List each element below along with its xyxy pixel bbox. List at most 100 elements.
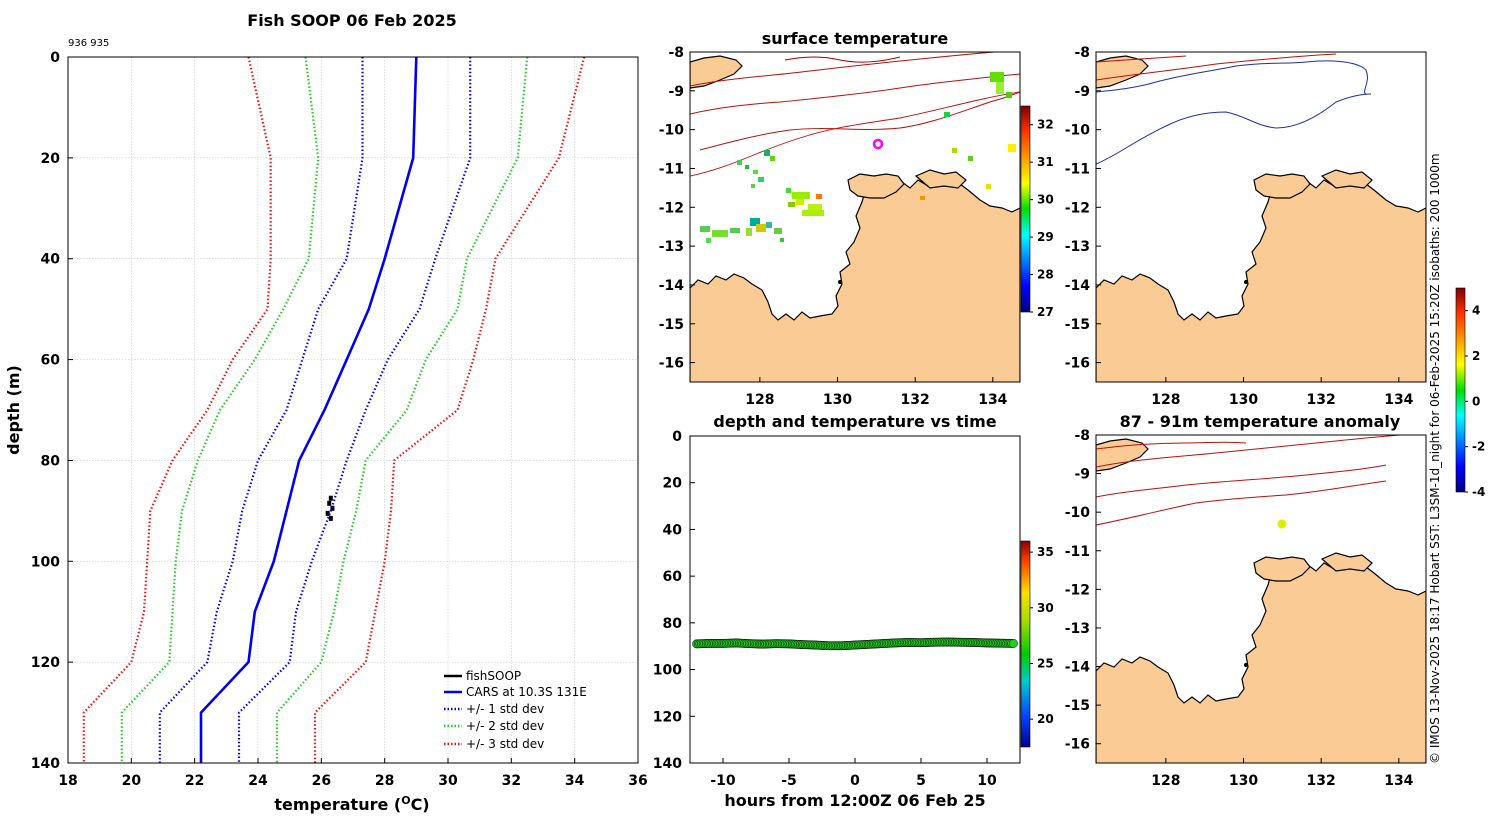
colorbar-tick-label: 28	[1037, 268, 1054, 282]
ts-xtick-label: -5	[781, 773, 797, 789]
ts-xtick-label: -10	[710, 773, 736, 789]
map-d-isobaths	[1096, 435, 1406, 526]
map-ytick-label: -15	[1065, 698, 1090, 714]
colorbar-tick-label: 20	[1037, 712, 1054, 726]
profile-xtick-label: 24	[248, 773, 268, 789]
map-a-colorbar-bar	[1021, 106, 1030, 312]
map-ytick-label: -15	[659, 317, 684, 333]
map-d-title: 87 - 91m temperature anomaly	[1120, 412, 1401, 431]
profile-fishsoop-point	[328, 495, 333, 501]
map-b-colorbar-ticks: -4 -2 0 2 4	[1455, 287, 1485, 499]
profile-ytick-label: 0	[50, 50, 60, 66]
profile-axes-frame	[67, 56, 639, 764]
map-a-title: surface temperature	[762, 29, 949, 48]
ts-xtick-label: 0	[850, 773, 860, 789]
profile-xtick-label: 20	[122, 773, 142, 789]
profile-fishsoop-point	[330, 505, 335, 511]
profile-ytick-label: 40	[41, 252, 61, 268]
profile-series-line-3	[158, 57, 364, 763]
map-a-content	[690, 52, 1020, 382]
profile-xtick-label: 36	[628, 773, 647, 789]
map-xtick-label: 132	[1307, 773, 1336, 789]
map-ytick-label: -9	[1074, 467, 1090, 483]
ts-ytick-label: 100	[653, 663, 682, 679]
legend-label-std2: +/- 2 std dev	[466, 719, 544, 733]
colorbar-tick-label: 25	[1037, 656, 1054, 670]
colorbar-frame	[1020, 540, 1031, 748]
profile-ytick-label: 60	[41, 353, 61, 369]
map-b-isobaths	[1096, 53, 1372, 165]
map-ytick-label: -16	[659, 356, 684, 372]
map-d-content	[1096, 435, 1426, 763]
profile-ticks: 18 20 22 24 26 28 30 32 34 36 0 20 40 60 80 100 120 140	[31, 50, 648, 789]
time-series-colorbar-ticks: 20 25 30 35	[1020, 540, 1054, 748]
map-a-position-marker	[872, 138, 884, 150]
colorbar-tick-label: 2	[1472, 349, 1480, 363]
ts-xtick-label: 5	[916, 773, 926, 789]
map-xtick-label: 132	[901, 392, 930, 408]
map-b-colorbar: -4 -2 0 2 4	[1455, 287, 1485, 499]
map-b-colorbar-bar	[1456, 288, 1465, 492]
map-xtick-label: 130	[1229, 773, 1258, 789]
colorbar-tick-label: 29	[1037, 230, 1054, 244]
map-ytick-label: -15	[1065, 317, 1090, 333]
colorbar-tick-label: -4	[1472, 485, 1485, 499]
map-b-content	[1096, 53, 1426, 382]
map-xtick-label: 130	[823, 392, 852, 408]
profile-title: Fish SOOP 06 Feb 2025	[247, 11, 456, 30]
ts-ytick-label: 0	[672, 429, 682, 445]
colorbar-tick-label: 35	[1037, 545, 1054, 559]
time-series-points	[692, 637, 1018, 651]
map-isobaths: -8 -9 -10 -11 -12 -13 -14 -15 -16 128 130 132 134 -4…	[1065, 45, 1486, 499]
legend-item-std2: +/- 2 std dev	[444, 719, 544, 733]
time-series-plot: depth and temperature vs time -10 -5 0 5 100…	[653, 412, 1054, 810]
map-ytick-label: -11	[659, 161, 684, 177]
map-ytick-label: -10	[1065, 505, 1091, 521]
map-ytick-label: -12	[1065, 200, 1090, 216]
map-b-frame	[1095, 51, 1427, 383]
profile-legend: fishSOOP CARS at 10.3S 131E +/- 1 std de…	[444, 669, 587, 751]
map-ytick-label: -16	[1065, 737, 1090, 753]
ts-ytick-label: 140	[653, 756, 682, 772]
map-d-position-marker	[1277, 519, 1287, 529]
profile-series-line-6	[313, 56, 586, 763]
map-temperature-anomaly: 87 - 91m temperature anomaly -8-9-10-11-…	[1065, 412, 1427, 789]
profile-id-label: 936 935	[68, 38, 109, 49]
map-xtick-label: 132	[1307, 392, 1336, 408]
map-ytick-label: -16	[1065, 356, 1090, 372]
map-ytick-label: -14	[659, 278, 685, 294]
profile-xtick-label: 34	[565, 773, 585, 789]
colorbar-tick-label: -2	[1472, 440, 1485, 454]
map-a-colorbar: 27 28 29 30 31 32	[1020, 105, 1054, 319]
profile-xtick-label: 32	[502, 773, 521, 789]
map-a-sst-pixels	[700, 72, 1016, 243]
map-ytick-label: -11	[1065, 161, 1090, 177]
colorbar-tick-label: 30	[1037, 193, 1054, 207]
profile-ytick-label: 140	[31, 756, 60, 772]
ts-ytick-label: 60	[663, 569, 683, 585]
ts-ytick-label: 80	[663, 616, 683, 632]
legend-item-std1: +/- 1 std dev	[444, 702, 544, 716]
map-b-ticks: -8 -9 -10 -11 -12 -13 -14 -15 -16 128 130 132 134	[1065, 45, 1414, 408]
map-xtick-label: 128	[745, 392, 774, 408]
colorbar-frame	[1455, 287, 1466, 493]
profile-series-line-4	[275, 56, 529, 763]
map-a-isobaths	[690, 52, 1020, 177]
profile-fishsoop-point	[325, 510, 330, 516]
map-ytick-label: -10	[659, 123, 685, 139]
ts-ytick-label: 40	[663, 522, 683, 538]
map-ytick-label: -14	[1065, 660, 1091, 676]
map-ytick-label: -12	[659, 200, 684, 216]
map-a-ticks: -8 -9 -10 -11 -12 -13 -14 -15 -16 128 130 132 134	[659, 45, 1008, 408]
map-xtick-label: 130	[1229, 392, 1258, 408]
colorbar-tick-label: 31	[1037, 155, 1054, 169]
map-a-colorbar-ticks: 27 28 29 30 31 32	[1020, 105, 1054, 319]
legend-item-fishsoop: fishSOOP	[444, 669, 521, 683]
map-d-ticks: -8 -9 -10 -11 -12 -13 -14 -15 -16 128 130 132 134	[1065, 428, 1414, 789]
profile-grid	[67, 56, 639, 764]
colorbar-tick-label: 4	[1472, 304, 1480, 318]
profile-series-line-7	[82, 56, 272, 763]
profile-xtick-label: 30	[438, 773, 458, 789]
